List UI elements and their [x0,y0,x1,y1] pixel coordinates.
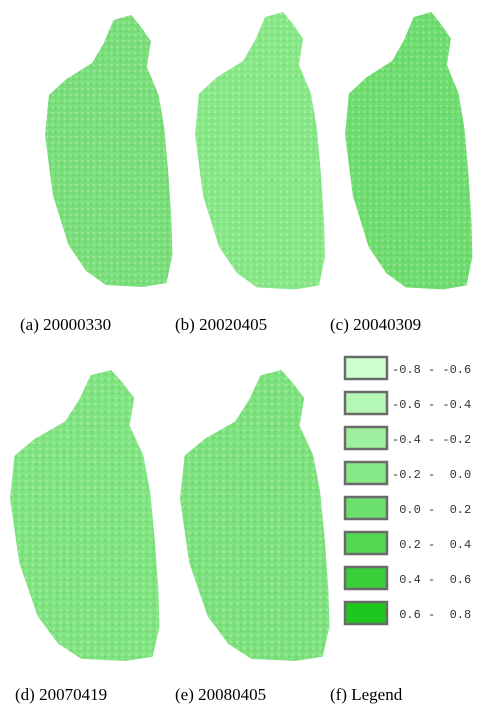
legend-swatch [345,427,387,449]
legend-label: -0.8 - -0.6 [392,363,471,377]
figure: (a) 20000330 (b) 20020405 (c) 20040309 (… [0,0,489,717]
legend-swatch [345,532,387,554]
legend-label: 0.6 - 0.8 [392,608,471,622]
legend-swatch [345,602,387,624]
caption: (c) 20040309 [330,315,421,334]
legend-label: 0.4 - 0.6 [392,573,471,587]
map-b [195,12,325,289]
legend: -0.8 - -0.6 -0.6 - -0.4 -0.4 - -0.2 -0.2 - … [345,357,471,624]
legend-swatch [345,357,387,379]
legend-label: 0.2 - 0.4 [392,538,471,552]
caption: (e) 20080405 [175,685,266,704]
legend-swatch [345,567,387,589]
legend-swatch [345,462,387,484]
map-a [45,15,172,287]
caption: (b) 20020405 [175,315,267,334]
legend-label: 0.0 - 0.2 [392,503,471,517]
map-d [10,370,160,661]
legend-label: -0.2 - 0.0 [392,468,471,482]
caption: (f) Legend [330,685,403,704]
legend-swatch [345,392,387,414]
legend-label: -0.4 - -0.2 [392,433,471,447]
legend-label: -0.6 - -0.4 [392,398,471,412]
caption: (d) 20070419 [15,685,107,704]
map-c [345,12,472,289]
legend-swatch [345,497,387,519]
page: (a) 20000330 (b) 20020405 (c) 20040309 (… [0,0,489,717]
caption: (a) 20000330 [20,315,111,334]
map-e [180,370,330,661]
